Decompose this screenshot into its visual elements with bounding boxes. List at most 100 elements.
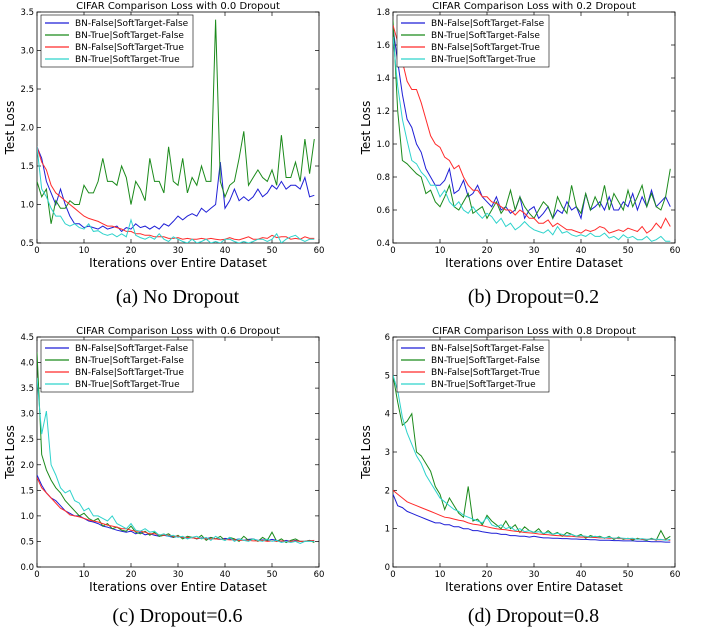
caption-d: (d) Dropout=0.8 xyxy=(467,605,600,627)
y-tick-label-a: 1.5 xyxy=(20,162,34,172)
y-tick-label-d: 6 xyxy=(385,333,390,343)
x-tick-label-b: 0 xyxy=(390,246,395,256)
x-tick-label-a: 60 xyxy=(314,246,325,256)
chart-b-svg: CIFAR Comparison Loss with 0.2 Dropout 0 1… xyxy=(359,1,680,270)
series-line-b-1 xyxy=(393,28,671,221)
x-tick-label-d: 20 xyxy=(482,570,493,580)
x-axis-label-c: Iterations over Entire Dataset xyxy=(89,580,267,594)
y-tick-label-c: 3.5 xyxy=(20,384,34,394)
chart-panel-a: CIFAR Comparison Loss with 0.0 Dropout 0 1… xyxy=(0,0,355,317)
series-line-d-4 xyxy=(393,375,671,541)
series-line-a-2 xyxy=(37,19,315,224)
y-axis-label-b: Test Loss xyxy=(359,101,373,156)
series-line-b-4 xyxy=(393,36,671,242)
y-axis-label-c: Test Loss xyxy=(3,425,17,480)
series-line-b-2 xyxy=(393,20,671,220)
y-tick-label-a: 3.0 xyxy=(20,47,34,57)
series-group-b xyxy=(393,20,671,242)
series-line-a-1 xyxy=(37,146,315,233)
series-line-c-4 xyxy=(37,377,315,545)
legend-label-c-3: BN-False|SoftTarget-True xyxy=(75,368,184,378)
y-tick-label-d: 0 xyxy=(385,563,390,573)
y-tick-label-b: 0.8 xyxy=(376,173,390,183)
legend-label-d-1: BN-False|SoftTarget-False xyxy=(431,344,545,354)
x-tick-label-d: 50 xyxy=(623,570,634,580)
y-tick-label-d: 1 xyxy=(385,525,390,535)
legend-label-c-4: BN-True|SoftTarget-True xyxy=(75,380,180,390)
series-group-c xyxy=(37,352,315,545)
series-line-a-4 xyxy=(37,146,315,243)
x-tick-label-c: 60 xyxy=(314,570,325,580)
x-tick-label-a: 0 xyxy=(34,246,39,256)
x-tick-label-b: 50 xyxy=(623,246,634,256)
x-tick-label-d: 40 xyxy=(576,570,587,580)
y-tick-label-b: 0.4 xyxy=(376,239,390,249)
caption-b: (b) Dropout=0.2 xyxy=(467,286,600,308)
x-tick-label-c: 40 xyxy=(220,570,231,580)
y-tick-label-b: 0.6 xyxy=(376,206,390,216)
x-tick-label-b: 10 xyxy=(435,246,446,256)
x-tick-label-b: 40 xyxy=(576,246,587,256)
x-tick-label-c: 30 xyxy=(173,570,184,580)
x-tick-label-d: 60 xyxy=(670,570,681,580)
legend-box-d xyxy=(396,339,550,393)
series-line-b-3 xyxy=(393,25,671,234)
chart-title-d: CIFAR Comparison Loss with 0.8 Dropout xyxy=(432,326,636,337)
x-tick-label-d: 30 xyxy=(529,570,540,580)
y-tick-label-b: 1.6 xyxy=(376,41,390,51)
legend-label-a-3: BN-False|SoftTarget-True xyxy=(75,43,184,53)
y-tick-label-c: 2.5 xyxy=(20,435,34,445)
y-tick-label-c: 3.0 xyxy=(20,410,34,420)
y-axis-label-a: Test Loss xyxy=(3,101,17,156)
y-tick-label-b: 1.4 xyxy=(376,74,390,84)
y-tick-label-d: 3 xyxy=(385,448,390,458)
x-tick-label-c: 50 xyxy=(267,570,278,580)
y-tick-label-d: 2 xyxy=(385,486,390,496)
chart-a-svg: CIFAR Comparison Loss with 0.0 Dropout 0 1… xyxy=(3,1,325,270)
caption-a: (a) No Dropout xyxy=(115,286,240,308)
x-axis-label-b: Iterations over Entire Dataset xyxy=(445,256,623,270)
chart-d-svg: CIFAR Comparison Loss with 0.8 Dropout 0 1… xyxy=(359,326,681,594)
chart-c-svg: CIFAR Comparison Loss with 0.6 Dropout 0 1… xyxy=(3,326,325,594)
y-tick-label-c: 1.5 xyxy=(20,486,34,496)
y-tick-label-a: 0.5 xyxy=(20,239,34,249)
series-line-d-1 xyxy=(393,494,671,543)
legend-label-c-1: BN-False|SoftTarget-False xyxy=(75,344,189,354)
legend-label-b-1: BN-False|SoftTarget-False xyxy=(431,19,545,29)
x-tick-label-c: 20 xyxy=(126,570,137,580)
chart-panel-b: CIFAR Comparison Loss with 0.2 Dropout 0 1… xyxy=(356,0,711,317)
caption-c: (c) Dropout=0.6 xyxy=(112,605,243,627)
x-tick-label-c: 10 xyxy=(79,570,90,580)
legend-label-d-3: BN-False|SoftTarget-True xyxy=(431,368,540,378)
legend-box-a xyxy=(40,14,194,68)
y-tick-label-c: 4.0 xyxy=(20,359,34,369)
y-tick-label-c: 2.0 xyxy=(20,461,34,471)
x-tick-label-a: 40 xyxy=(220,246,231,256)
y-tick-label-d: 4 xyxy=(385,410,390,420)
y-tick-label-a: 3.5 xyxy=(20,8,34,18)
y-tick-label-b: 1.0 xyxy=(376,140,390,150)
y-tick-label-b: 1.2 xyxy=(376,107,390,117)
y-tick-label-c: 0.0 xyxy=(20,563,34,573)
legend-label-a-4: BN-True|SoftTarget-True xyxy=(75,55,180,65)
x-axis-label-a: Iterations over Entire Dataset xyxy=(89,256,267,270)
series-group-a xyxy=(37,19,315,243)
legend-label-b-4: BN-True|SoftTarget-True xyxy=(431,55,536,65)
y-tick-label-c: 0.5 xyxy=(20,537,34,547)
x-tick-label-a: 20 xyxy=(126,246,137,256)
y-axis-label-d: Test Loss xyxy=(359,425,373,480)
y-tick-label-b: 1.8 xyxy=(376,8,390,18)
y-tick-label-d: 5 xyxy=(385,371,390,381)
chart-title-c: CIFAR Comparison Loss with 0.6 Dropout xyxy=(76,326,280,337)
legend-label-d-2: BN-True|SoftTarget-False xyxy=(431,356,540,366)
legend-label-a-1: BN-False|SoftTarget-False xyxy=(75,19,189,29)
legend-label-b-3: BN-False|SoftTarget-True xyxy=(431,43,540,53)
y-tick-label-a: 1.0 xyxy=(20,201,34,211)
chart-panel-c: CIFAR Comparison Loss with 0.6 Dropout 0 1… xyxy=(0,325,355,642)
chart-panel-d: CIFAR Comparison Loss with 0.8 Dropout 0 1… xyxy=(356,325,711,642)
chart-title-a: CIFAR Comparison Loss with 0.0 Dropout xyxy=(76,1,280,12)
x-tick-label-b: 20 xyxy=(482,246,493,256)
x-tick-label-d: 0 xyxy=(390,570,395,580)
y-tick-label-c: 1.0 xyxy=(20,512,34,522)
